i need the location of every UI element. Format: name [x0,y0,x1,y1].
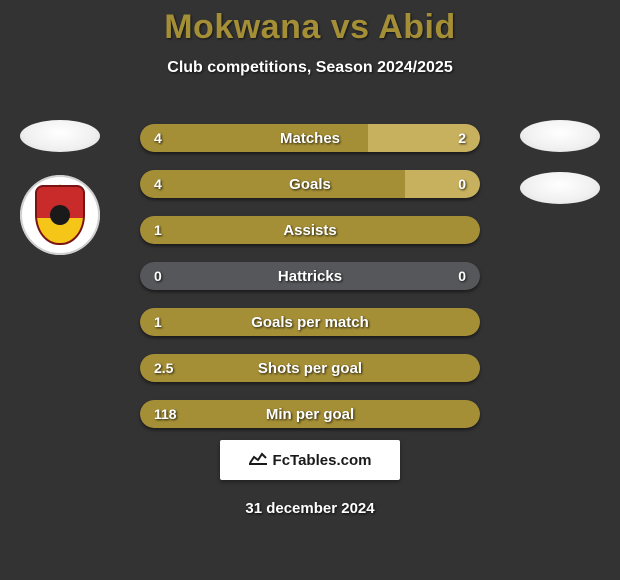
stat-label: Goals per match [140,308,480,336]
title: Mokwana vs Abid [0,8,620,47]
stat-label: Matches [140,124,480,152]
crest-ball-icon [50,205,70,225]
stat-row: Goals per match1 [140,308,480,336]
stat-value-left: 1 [140,216,176,244]
stat-row: Min per goal118 [140,400,480,428]
stat-value-left: 4 [140,124,176,152]
stat-row: Hattricks0 0 [140,262,480,290]
stat-row: Assists1 [140,216,480,244]
crest-shield-icon [35,185,85,245]
stat-value-right: 0 [444,262,480,290]
stat-row: Shots per goal2.5 [140,354,480,382]
stat-row: Goals4 0 [140,170,480,198]
stat-row: Matches4 2 [140,124,480,152]
player1-badge-placeholder [20,120,100,152]
stat-value-right: 2 [444,124,480,152]
stat-value-right: 0 [444,170,480,198]
ellipse-icon [520,120,600,152]
attribution-text: FcTables.com [273,452,372,469]
player2-badge-placeholder [520,120,600,152]
stat-label: Min per goal [140,400,480,428]
stat-value-left: 1 [140,308,176,336]
chart-icon [249,451,267,470]
player1-club-crest: ★ [20,175,100,255]
stat-bars: Matches42Goals40Assists1Hattricks00Goals… [140,124,480,446]
stat-label: Goals [140,170,480,198]
crest-icon: ★ [20,175,100,255]
stat-value-left: 118 [140,400,191,428]
ellipse-icon [20,120,100,152]
stat-label: Shots per goal [140,354,480,382]
stat-label: Assists [140,216,480,244]
comparison-card: Mokwana vs Abid Club competitions, Seaso… [0,0,620,580]
stat-label: Hattricks [140,262,480,290]
stat-value-left: 2.5 [140,354,187,382]
attribution[interactable]: FcTables.com [220,440,400,480]
subtitle: Club competitions, Season 2024/2025 [0,59,620,77]
stat-value-left: 0 [140,262,176,290]
ellipse-icon [520,172,600,204]
stat-value-left: 4 [140,170,176,198]
player2-club-placeholder [520,172,600,204]
date: 31 december 2024 [0,500,620,517]
